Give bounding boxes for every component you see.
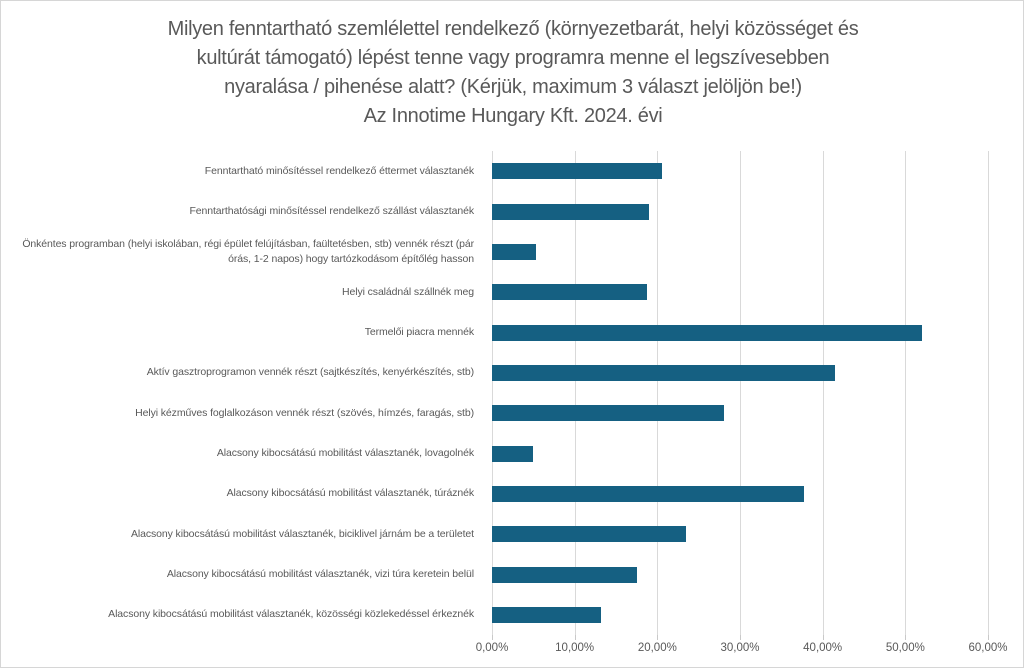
axis-tick-mark bbox=[492, 635, 493, 640]
chart-title: Milyen fenntartható szemlélettel rendelk… bbox=[53, 15, 973, 131]
vertical-gridline bbox=[822, 151, 824, 635]
plot-area bbox=[492, 151, 989, 640]
value-axis-tick-label: 10,00% bbox=[555, 642, 595, 654]
category-label: Helyi kézműves foglalkozáson vennék rész… bbox=[135, 406, 474, 419]
vertical-gridline bbox=[492, 151, 493, 635]
value-axis-tick-label: 50,00% bbox=[885, 642, 925, 654]
vertical-gridline bbox=[657, 151, 659, 635]
category-label: Termelői piacra mennék bbox=[364, 325, 474, 338]
axis-tick-mark bbox=[657, 635, 659, 640]
axis-tick-mark bbox=[740, 635, 741, 640]
bar bbox=[492, 243, 536, 260]
axis-tick-mark bbox=[822, 635, 824, 640]
category-label: Alacsony kibocsátású mobilitást választa… bbox=[216, 446, 474, 459]
vertical-gridline bbox=[740, 151, 741, 635]
category-label: Alacsony kibocsátású mobilitást választa… bbox=[226, 487, 475, 500]
bar bbox=[492, 284, 647, 301]
category-label: Aktív gasztroprogramon vennék részt (saj… bbox=[146, 366, 474, 379]
bar bbox=[492, 606, 601, 623]
value-axis-tick-label: 60,00% bbox=[968, 642, 1008, 654]
vertical-gridline bbox=[905, 151, 907, 635]
axis-tick-mark bbox=[988, 635, 989, 640]
chart-title-line: nyaralása / pihenése alatt? (Kérjük, max… bbox=[224, 76, 802, 98]
value-axis-tick-label: 20,00% bbox=[637, 642, 677, 654]
category-label: Fenntartható minősítéssel rendelkező étt… bbox=[204, 164, 474, 177]
vertical-gridline bbox=[988, 151, 989, 635]
value-axis-tick-label: 40,00% bbox=[803, 642, 843, 654]
axis-tick-mark bbox=[574, 635, 576, 640]
category-label: Alacsony kibocsátású mobilitást választa… bbox=[108, 608, 474, 621]
bar bbox=[492, 324, 922, 341]
category-label: Helyi családnál szállnék meg bbox=[341, 285, 474, 298]
vertical-gridline bbox=[574, 151, 576, 635]
bar bbox=[492, 526, 686, 543]
value-axis-tick-label: 30,00% bbox=[720, 642, 760, 654]
category-label: Fenntarthatósági minősítéssel rendelkező… bbox=[189, 204, 474, 217]
category-axis: Fenntartható minősítéssel rendelkező étt… bbox=[1, 151, 483, 635]
bar bbox=[492, 203, 649, 220]
chart-title-line: kultúrát támogató) lépést tenne vagy pro… bbox=[196, 47, 830, 69]
chart-title-line: Az Innotime Hungary Kft. 2024. évi bbox=[363, 105, 663, 127]
category-label: Alacsony kibocsátású mobilitást választa… bbox=[166, 567, 474, 580]
bar bbox=[492, 445, 533, 462]
category-label: Önkéntes programban (helyi iskolában, ré… bbox=[22, 237, 474, 265]
bar bbox=[492, 405, 724, 422]
bar bbox=[492, 485, 804, 502]
bar bbox=[492, 566, 637, 583]
value-axis-tick-label: 0,00% bbox=[475, 642, 509, 654]
bar bbox=[492, 364, 835, 381]
axis-tick-mark bbox=[905, 635, 907, 640]
bar bbox=[492, 163, 662, 180]
category-label: Alacsony kibocsátású mobilitást választa… bbox=[130, 527, 474, 540]
chart-title-line: Milyen fenntartható szemlélettel rendelk… bbox=[167, 18, 859, 40]
